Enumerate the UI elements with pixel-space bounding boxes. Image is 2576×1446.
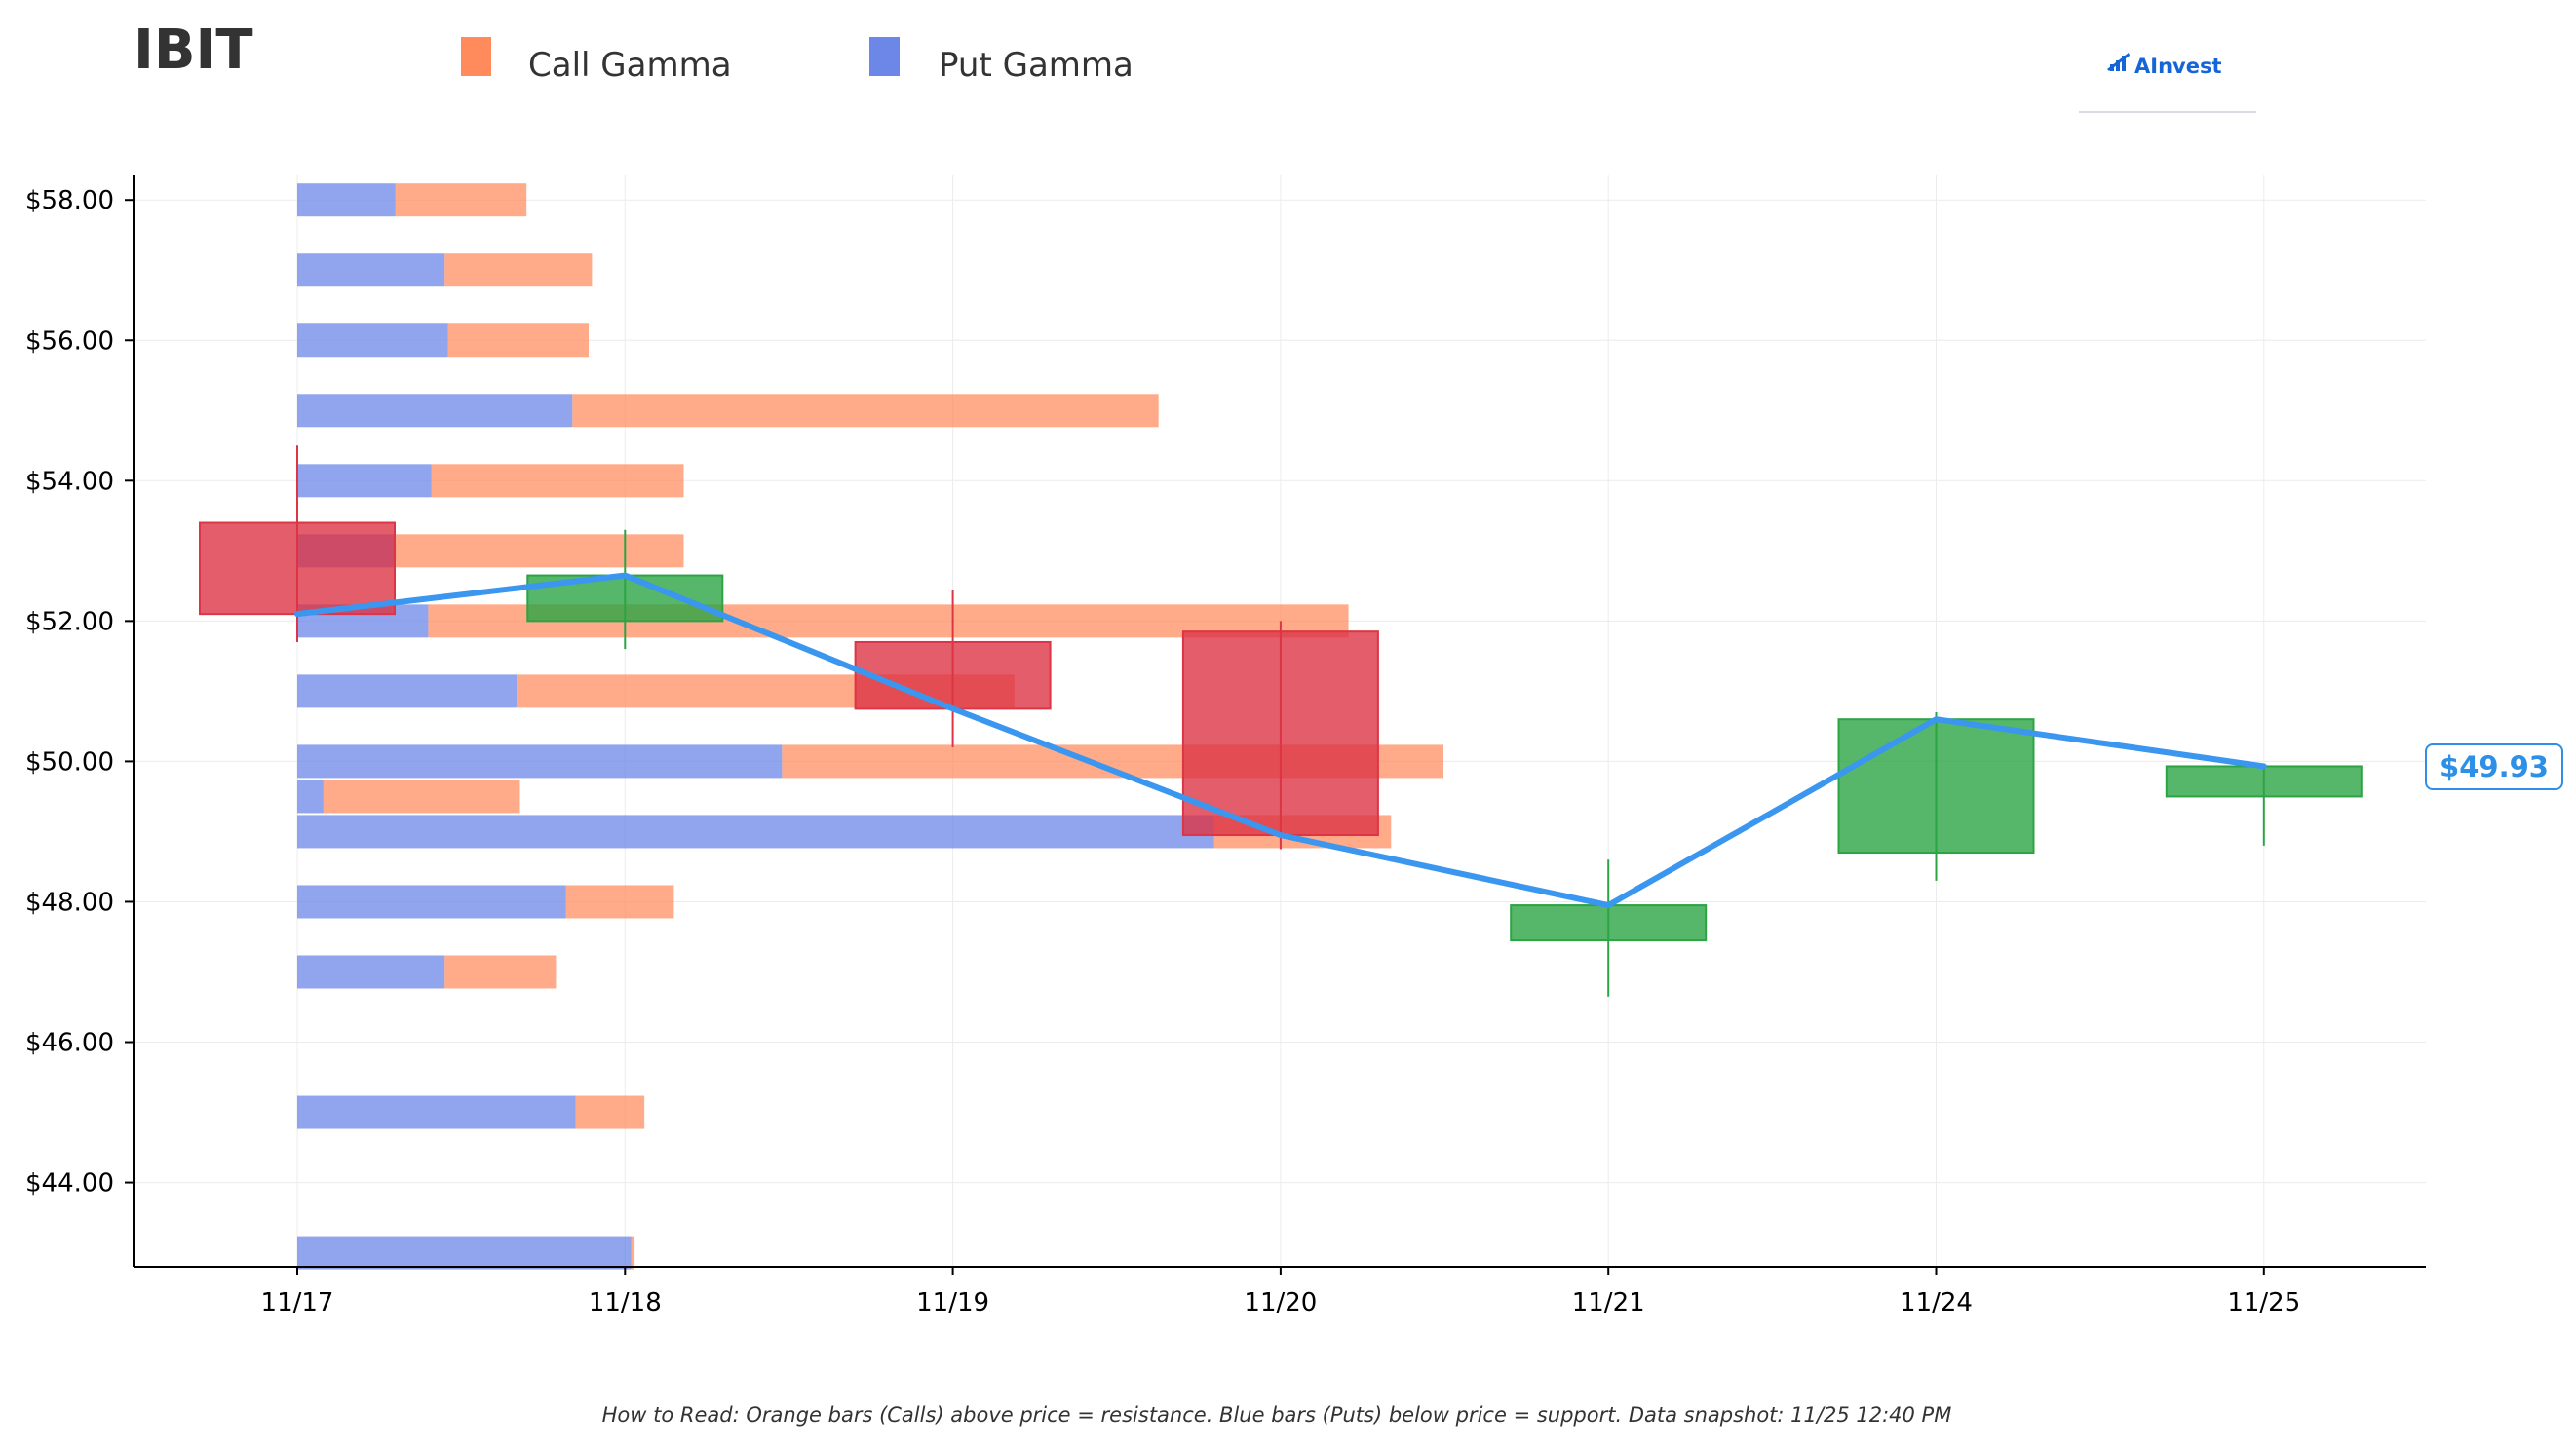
put-gamma-bar — [297, 253, 445, 287]
footnote: How to Read: Orange bars (Calls) above p… — [602, 1403, 1952, 1427]
x-tick-label: 11/25 — [2227, 1288, 2300, 1317]
call-gamma-bar — [444, 253, 593, 287]
x-tick-label: 11/18 — [589, 1288, 662, 1317]
y-tick-label: $54.00 — [25, 467, 114, 496]
call-gamma-bar — [572, 394, 1159, 428]
put-gamma-legend-label: Put Gamma — [939, 46, 1134, 85]
y-tick-label: $48.00 — [25, 888, 114, 917]
call-gamma-bar — [565, 885, 674, 919]
candlesticks — [199, 445, 2363, 997]
put-gamma-bar — [297, 815, 1214, 849]
ainvest-logo: AInvest — [2079, 53, 2256, 113]
call-gamma-legend-label: Call Gamma — [528, 46, 732, 85]
put-gamma-bar — [297, 744, 783, 779]
put-gamma-bar — [297, 183, 396, 217]
put-gamma-bar — [297, 885, 566, 919]
x-tick-label: 11/17 — [261, 1288, 334, 1317]
price-line — [294, 572, 2267, 909]
call-gamma-bar — [323, 780, 520, 814]
x-tick-label: 11/19 — [916, 1288, 989, 1317]
candle-body — [199, 521, 396, 616]
y-tick-label: $44.00 — [25, 1169, 114, 1199]
current-price-label: $49.93 — [2425, 743, 2563, 790]
legend: Call Gamma Put Gamma — [461, 37, 1134, 85]
price-line-layer — [294, 572, 2267, 909]
current-price-box — [2425, 743, 2563, 790]
call-gamma-bar — [395, 183, 527, 217]
chart-title: IBIT — [134, 19, 253, 82]
call-gamma-bar — [444, 955, 557, 989]
y-tick-label: $52.00 — [25, 607, 114, 636]
put-gamma-bar — [297, 1095, 576, 1129]
gamma-bars — [297, 183, 1443, 1270]
axes: $44.00 $46.00 $48.00 $50.00 $52.00 $54.00 $56.… — [25, 175, 2426, 1317]
call-gamma-bar — [575, 1095, 645, 1129]
x-tick-label: 11/21 — [1572, 1288, 1645, 1317]
x-tick-label: 11/20 — [1244, 1288, 1317, 1317]
y-tick-label: $50.00 — [25, 747, 114, 777]
put-gamma-bar — [297, 1236, 632, 1270]
logo-bars-icon — [2107, 53, 2130, 71]
call-gamma-bar — [395, 534, 684, 568]
put-gamma-bar — [297, 780, 324, 814]
call-gamma-bar — [447, 323, 590, 358]
y-tick-label: $56.00 — [25, 326, 114, 356]
call-gamma-legend-swatch — [461, 37, 491, 76]
put-gamma-bar — [297, 394, 573, 428]
put-gamma-bar — [297, 955, 445, 989]
candle-body — [854, 640, 1052, 710]
put-gamma-legend-swatch — [869, 37, 900, 76]
candle-body — [1510, 904, 1708, 942]
x-tick-label: 11/24 — [1900, 1288, 1973, 1317]
put-gamma-bar — [297, 464, 432, 498]
current-price-value: $49.93 — [2440, 750, 2549, 783]
candle-body — [2165, 765, 2363, 798]
put-gamma-bar — [297, 323, 448, 358]
y-tick-label: $58.00 — [25, 186, 114, 215]
y-tick-label: $46.00 — [25, 1029, 114, 1058]
call-gamma-bar — [431, 464, 684, 498]
candle-body — [1181, 630, 1379, 837]
call-gamma-bar — [631, 1236, 635, 1270]
logo-text: AInvest — [2134, 55, 2222, 78]
put-gamma-bar — [297, 674, 518, 708]
candle-body — [1837, 718, 2035, 855]
